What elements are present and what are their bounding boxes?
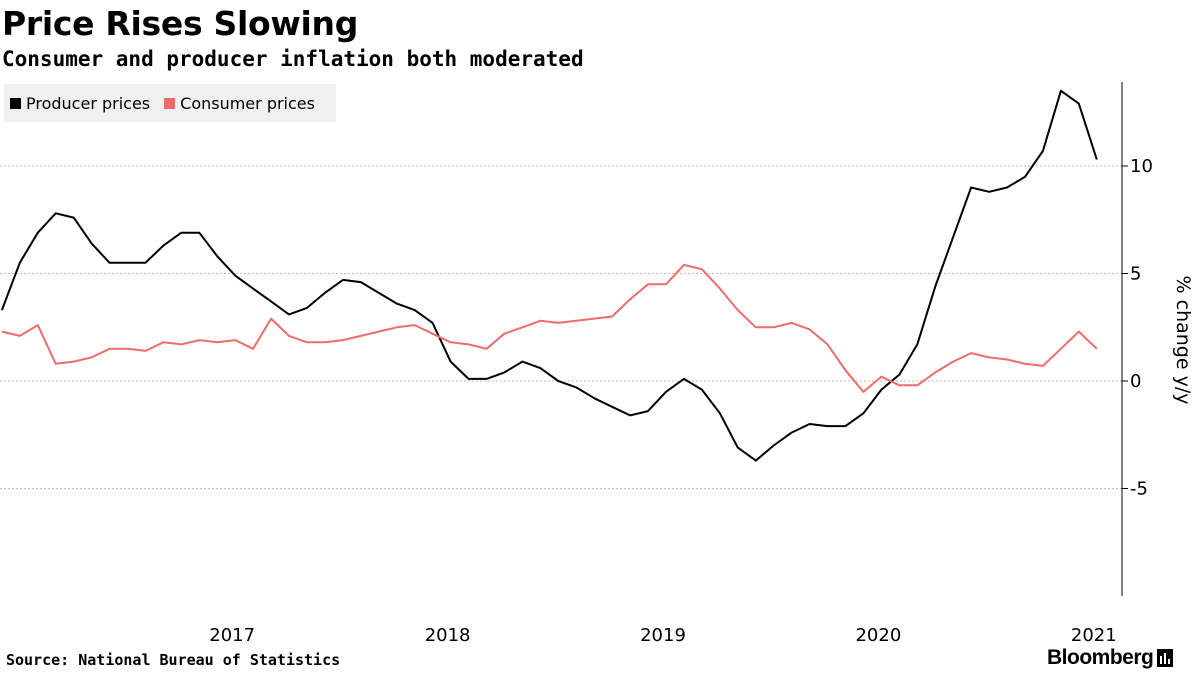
y-tick-label: -5 bbox=[1130, 479, 1148, 500]
chart-subtitle: Consumer and producer inflation both mod… bbox=[2, 47, 584, 71]
x-tick-label: 2018 bbox=[425, 625, 471, 646]
x-tick-label: 2020 bbox=[855, 625, 901, 646]
y-axis-label: % change y/y bbox=[1172, 275, 1194, 405]
producer-prices-line bbox=[0, 89, 1098, 462]
legend-item-consumer: Consumer prices bbox=[164, 94, 315, 113]
x-tick-layer: 2017 2018 2019 2020 2021 bbox=[209, 625, 1116, 646]
legend-swatch-consumer bbox=[164, 97, 176, 109]
chart-title: Price Rises Slowing bbox=[2, 4, 359, 43]
y-tick-layer: -5 0 5 10 bbox=[1122, 156, 1153, 500]
legend-label-producer: Producer prices bbox=[26, 93, 151, 113]
grid-layer bbox=[0, 165, 1122, 489]
legend-item-producer: Producer prices bbox=[10, 94, 150, 113]
y-tick-label: 5 bbox=[1130, 264, 1141, 285]
brand-name: Bloomberg bbox=[1047, 646, 1154, 669]
y-tick-label: 0 bbox=[1130, 371, 1141, 392]
bloomberg-terminal-icon bbox=[1157, 649, 1174, 667]
brand-logo: Bloomberg bbox=[1047, 646, 1174, 670]
source-note: Source: National Bureau of Statistics bbox=[6, 651, 341, 669]
legend-label-consumer: Consumer prices bbox=[180, 93, 315, 113]
legend-swatch-producer bbox=[10, 97, 21, 109]
x-tick-label: 2017 bbox=[209, 625, 255, 646]
series-layer bbox=[0, 89, 1098, 462]
x-tick-label: 2021 bbox=[1071, 625, 1117, 646]
x-tick-label: 2019 bbox=[640, 625, 686, 646]
consumer-prices-line bbox=[1, 263, 1098, 393]
chart-legend: Producer prices Consumer prices bbox=[4, 84, 336, 122]
y-tick-label: 10 bbox=[1130, 156, 1153, 177]
